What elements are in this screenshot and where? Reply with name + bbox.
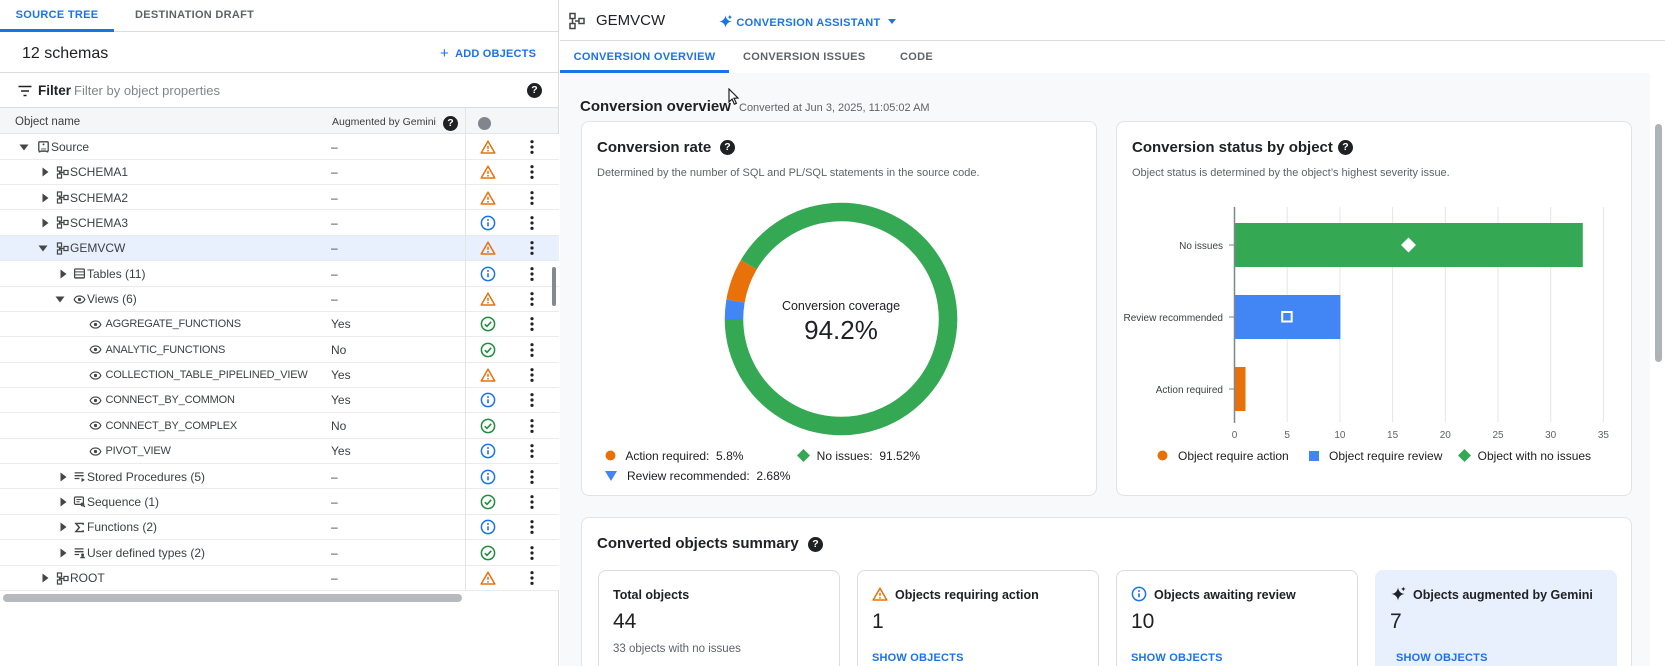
svg-text:94.2%: 94.2% [804, 315, 878, 345]
svg-text:Review recommended: Review recommended [1124, 313, 1224, 324]
svg-text:Conversion coverage: Conversion coverage [782, 299, 900, 313]
svg-text:No issues: No issues [1179, 241, 1223, 252]
svg-text:35: 35 [1598, 430, 1610, 441]
svg-text:Action required: Action required [1156, 385, 1223, 396]
svg-text:15: 15 [1387, 430, 1399, 441]
svg-text:20: 20 [1440, 430, 1452, 441]
svg-text:30: 30 [1545, 430, 1557, 441]
svg-text:25: 25 [1492, 430, 1504, 441]
svg-text:10: 10 [1334, 430, 1346, 441]
svg-text:0: 0 [1232, 430, 1238, 441]
svg-text:5: 5 [1284, 430, 1290, 441]
